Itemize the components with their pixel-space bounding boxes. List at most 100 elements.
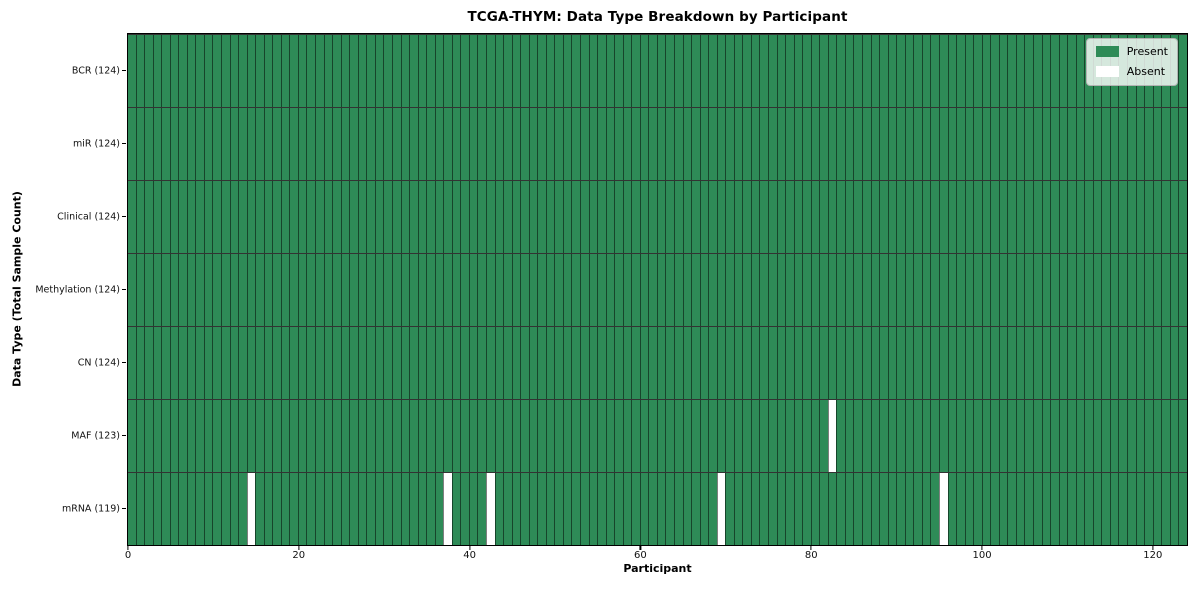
present-cell [802,400,811,472]
present-cell [545,254,555,326]
present-cell [964,254,974,326]
present-cell [494,327,504,399]
present-cell [913,327,922,399]
present-cell [451,254,461,326]
present-cell [128,181,136,253]
present-cell [964,327,974,399]
present-cell [870,473,880,545]
present-cell [708,108,717,180]
present-cell [691,400,700,472]
present-cell [862,35,871,107]
present-cell [990,473,999,545]
present-cell [1135,473,1145,545]
present-cell [246,181,256,253]
x-tick-mark [1152,546,1154,550]
present-cell [776,473,786,545]
present-cell [622,181,632,253]
present-cell [956,254,965,326]
present-cell [1092,108,1102,180]
present-cell [674,35,683,107]
present-cell [964,35,974,107]
present-cell [870,400,880,472]
present-cell [229,400,239,472]
present-cell [212,108,222,180]
present-cell [238,181,247,253]
y-tick-label-miR: miR (124) [72,138,120,149]
present-cell [161,35,170,107]
present-cell [212,473,222,545]
present-cell [477,254,486,326]
present-cell [853,254,863,326]
present-cell [1024,473,1033,545]
plot-area: Present Absent [127,33,1188,546]
legend-label: Absent [1126,65,1166,78]
present-cell [195,181,204,253]
present-cell [836,254,845,326]
present-cell [537,473,546,545]
present-cell [691,327,700,399]
present-cell [904,400,914,472]
y-tick-mark [122,215,126,218]
present-cell [144,254,153,326]
present-cell [571,400,580,472]
present-cell [246,35,256,107]
present-cell [938,35,948,107]
present-cell [289,473,298,545]
present-cell [938,327,948,399]
present-cell [323,327,333,399]
present-cell [400,35,410,107]
heatmap-row-mRNA [128,472,1187,545]
present-cell [793,108,803,180]
present-cell [699,254,709,326]
present-cell [537,400,546,472]
present-cell [904,35,914,107]
present-cell [691,108,700,180]
present-cell [537,254,546,326]
present-cell [947,327,957,399]
present-cell [1032,181,1042,253]
present-cell [545,400,555,472]
present-cell [810,181,820,253]
present-cell [323,254,333,326]
present-cell [708,35,717,107]
present-cell [836,35,845,107]
present-cell [272,327,281,399]
present-cell [844,473,854,545]
present-cell [981,181,991,253]
present-cell [503,254,512,326]
present-cell [289,254,298,326]
absent-cell [827,400,837,472]
y-tick-mark [122,288,126,291]
present-cell [759,108,769,180]
present-cell [503,35,512,107]
x-tick-label: 20 [292,550,306,561]
present-cell [1058,181,1068,253]
present-cell [246,254,256,326]
present-cell [238,254,247,326]
present-cell [904,254,914,326]
present-cell [503,473,512,545]
present-cell [887,327,897,399]
present-cell [203,400,213,472]
present-cell [964,473,974,545]
present-cell [776,327,786,399]
present-cell [674,254,683,326]
present-cell [990,35,999,107]
legend-item-absent: Absent [1095,65,1168,78]
present-cell [485,108,495,180]
present-cell [366,473,375,545]
present-cell [725,35,734,107]
present-cell [631,473,640,545]
present-cell [323,35,333,107]
present-cell [554,400,563,472]
present-cell [862,327,871,399]
present-cell [631,400,640,472]
present-cell [844,181,854,253]
present-cell [135,35,145,107]
present-cell [366,108,375,180]
present-cell [366,181,375,253]
present-cell [674,473,683,545]
present-cell [1118,327,1127,399]
present-cell [1067,473,1076,545]
present-cell [956,108,965,180]
